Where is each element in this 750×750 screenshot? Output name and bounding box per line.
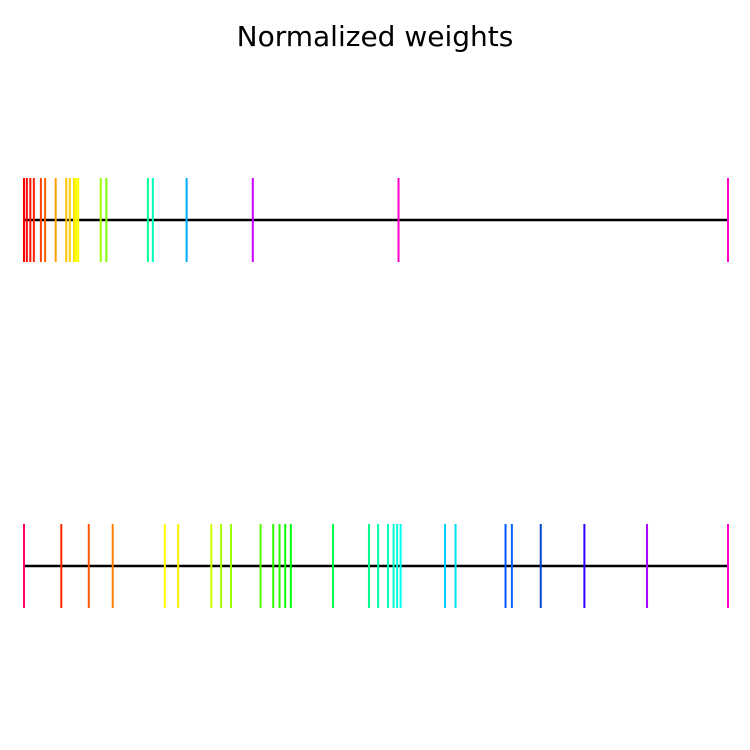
event-row-2	[23, 524, 729, 608]
chart-title: Normalized weights	[237, 20, 514, 53]
event-rows	[23, 178, 729, 608]
event-row-1	[23, 178, 729, 262]
